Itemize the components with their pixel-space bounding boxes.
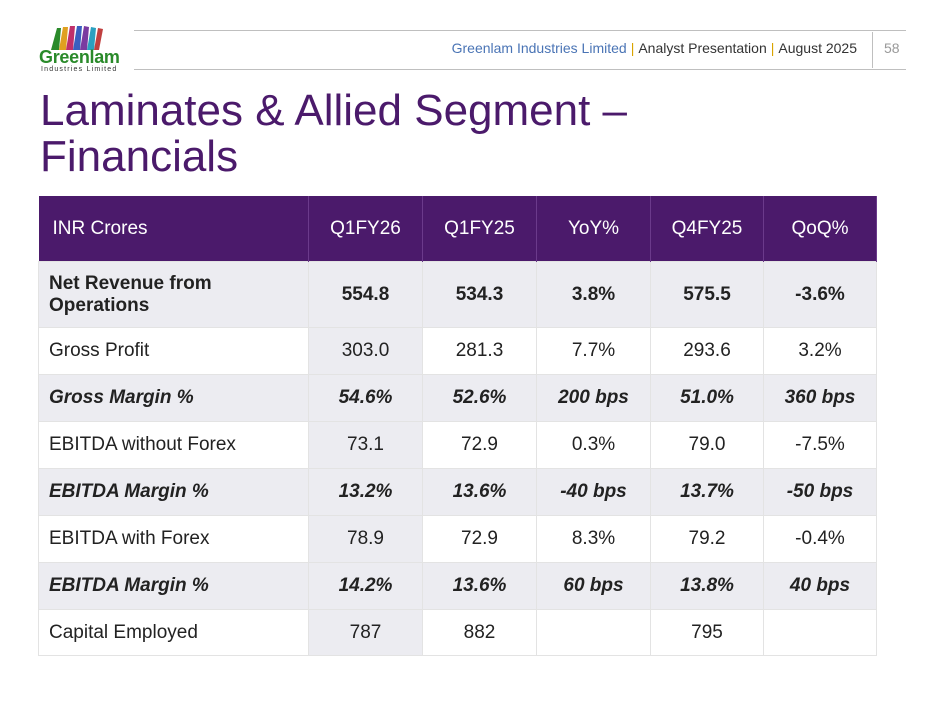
header-presentation: Analyst Presentation — [638, 40, 767, 56]
table-cell: 3.8% — [536, 261, 651, 328]
column-header: QoQ% — [763, 196, 877, 262]
header-company: Greenlam Industries Limited — [451, 40, 627, 56]
table-cell: 79.2 — [650, 515, 764, 563]
table-cell: 78.9 — [308, 515, 423, 563]
page-number: 58 — [884, 40, 900, 56]
table-cell: 787 — [308, 609, 423, 656]
table-cell: 534.3 — [422, 261, 537, 328]
table-row: EBITDA without Forex 73.1 72.9 0.3% 79.0… — [38, 421, 877, 469]
row-label: EBITDA with Forex — [38, 515, 309, 563]
financials-table: INR Crores Q1FY26 Q1FY25 YoY% Q4FY25 QoQ… — [38, 196, 877, 656]
table-cell: 51.0% — [650, 374, 764, 422]
column-header: Q4FY25 — [650, 196, 764, 262]
table-row: EBITDA Margin % 14.2% 13.6% 60 bps 13.8%… — [38, 562, 877, 610]
table-cell: 40 bps — [763, 562, 877, 610]
logo-fan-icon — [51, 26, 103, 50]
header-date: August 2025 — [778, 40, 857, 56]
table-cell: 13.7% — [650, 468, 764, 516]
header-top-rule — [134, 30, 906, 31]
column-header: Q1FY25 — [422, 196, 537, 262]
table-cell: 360 bps — [763, 374, 877, 422]
column-header: Q1FY26 — [308, 196, 423, 262]
table-cell — [763, 609, 877, 656]
table-row: Gross Profit 303.0 281.3 7.7% 293.6 3.2% — [38, 327, 877, 375]
table-cell: 575.5 — [650, 261, 764, 328]
header-separator: | — [770, 40, 775, 56]
header-separator: | — [630, 40, 635, 56]
table-cell: -3.6% — [763, 261, 877, 328]
row-label: Capital Employed — [38, 609, 309, 656]
table-row: Gross Margin % 54.6% 52.6% 200 bps 51.0%… — [38, 374, 877, 422]
table-cell: 72.9 — [422, 515, 537, 563]
table-cell: -40 bps — [536, 468, 651, 516]
table-cell: 281.3 — [422, 327, 537, 375]
table-cell: -50 bps — [763, 468, 877, 516]
row-label: Net Revenue from Operations — [38, 261, 309, 328]
table-cell: 14.2% — [308, 562, 423, 610]
page-title-line2: Financials — [40, 132, 239, 181]
table-cell: 54.6% — [308, 374, 423, 422]
table-cell: 7.7% — [536, 327, 651, 375]
table-cell: 882 — [422, 609, 537, 656]
page-title: Laminates & Allied Segment – Financials — [40, 88, 627, 180]
table-cell: 554.8 — [308, 261, 423, 328]
table-cell: 60 bps — [536, 562, 651, 610]
column-header: YoY% — [536, 196, 651, 262]
table-row: EBITDA with Forex 78.9 72.9 8.3% 79.2 -0… — [38, 515, 877, 563]
row-label: EBITDA without Forex — [38, 421, 309, 469]
header-info: Greenlam Industries Limited | Analyst Pres… — [452, 40, 857, 56]
table-cell: 293.6 — [650, 327, 764, 375]
table-header-row: INR Crores Q1FY26 Q1FY25 YoY% Q4FY25 QoQ… — [38, 196, 877, 262]
logo-name: Greenlam — [39, 47, 120, 67]
row-label: Gross Profit — [38, 327, 309, 375]
table-cell: 8.3% — [536, 515, 651, 563]
header-bottom-rule — [134, 69, 906, 70]
table-cell — [536, 609, 651, 656]
column-header: INR Crores — [38, 196, 309, 262]
page-number-divider — [872, 32, 873, 68]
logo-subtitle: Industries Limited — [41, 66, 118, 73]
table-cell: 303.0 — [308, 327, 423, 375]
table-row: Capital Employed 787 882 795 — [38, 609, 877, 656]
row-label: EBITDA Margin % — [38, 468, 309, 516]
page-title-line1: Laminates & Allied Segment – — [40, 86, 628, 135]
table-cell: -7.5% — [763, 421, 877, 469]
row-label: EBITDA Margin % — [38, 562, 309, 610]
table-row: EBITDA Margin % 13.2% 13.6% -40 bps 13.7… — [38, 468, 877, 516]
row-label: Gross Margin % — [38, 374, 309, 422]
table-cell: 52.6% — [422, 374, 537, 422]
table-cell: 795 — [650, 609, 764, 656]
table-cell: 200 bps — [536, 374, 651, 422]
table-row: Net Revenue from Operations 554.8 534.3 … — [38, 261, 877, 328]
table-cell: 73.1 — [308, 421, 423, 469]
table-cell: 3.2% — [763, 327, 877, 375]
table-cell: 13.8% — [650, 562, 764, 610]
table-cell: 13.2% — [308, 468, 423, 516]
table-cell: 72.9 — [422, 421, 537, 469]
greenlam-logo: Greenlam Industries Limited — [39, 26, 123, 74]
table-cell: 0.3% — [536, 421, 651, 469]
table-cell: -0.4% — [763, 515, 877, 563]
table-cell: 79.0 — [650, 421, 764, 469]
table-cell: 13.6% — [422, 468, 537, 516]
table-cell: 13.6% — [422, 562, 537, 610]
